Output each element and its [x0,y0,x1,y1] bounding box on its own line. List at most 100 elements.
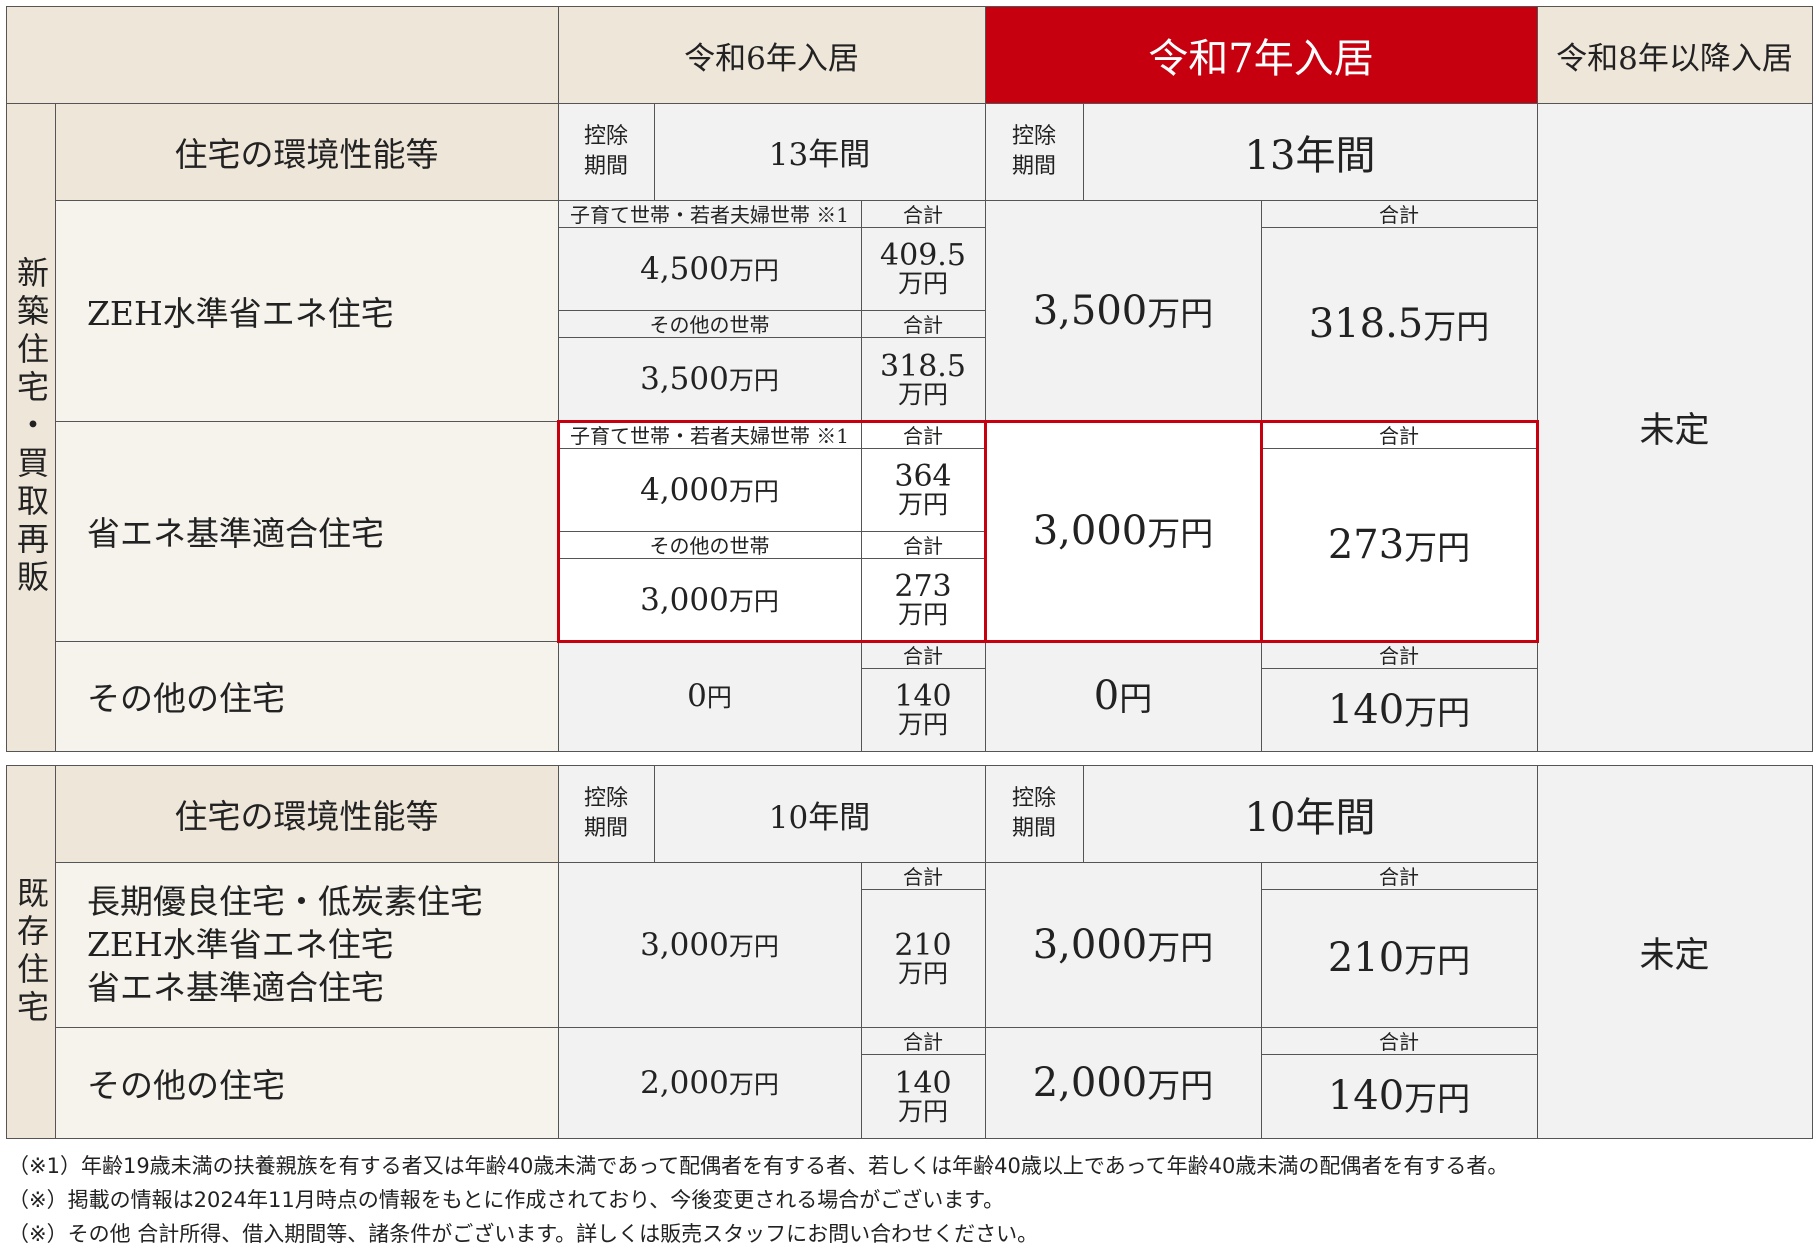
amount-number: 3,500 [1032,287,1148,334]
total-unit: 万円 [897,600,948,629]
total-number: 210 [894,927,952,963]
new-zeh-r7-total: 318.5 万円 [1261,227,1537,421]
new-zeh-r6-amount-1: 4,500 万円 [558,227,861,310]
new-r6-deduction-label: 控除期間 [583,123,628,179]
total-unit: 万円 [1423,307,1490,346]
existing-r7-deduction-label: 控除期間 [1011,786,1056,841]
new-shoene-r7-amount: 3,000 万円 [985,421,1261,641]
header-r6: 令和6年入居 [558,7,985,103]
footnote-1: （※1）年齢19歳未満の扶養親族を有する者又は年齢40歳未満であって配偶者を有す… [8,1154,1509,1178]
new-zeh-r6-group-kosodate: 子育て世帯・若者夫婦世帯 ※1 [558,200,861,227]
amount-number: 0 [687,678,707,714]
existing-side-label-cell: 既存住宅 [7,766,55,1138]
existing-r7-period: 10年間 [1083,766,1537,862]
existing-row-certified-line-1: 長期優良住宅・低炭素住宅 [87,882,483,921]
footnote-2: （※）掲載の情報は2024年11月時点の情報をもとに作成されており、今後変更され… [8,1188,1005,1212]
amount-unit: 万円 [728,1069,779,1099]
total-number: 273 [894,569,952,604]
new-perf-label: 住宅の環境性能等 [55,103,558,200]
new-r6-period: 13年間 [654,103,985,200]
total-number: 140 [894,1065,952,1101]
total-unit: 万円 [897,269,948,298]
total-number: 140 [1327,1073,1405,1119]
new-row-other-label: その他の住宅 [55,641,558,751]
existing-certified-r6-total: 210 万円 [861,889,985,1027]
amount-unit: 万円 [728,476,779,506]
total-unit: 万円 [1404,527,1471,567]
new-zeh-r6-total-label-1: 合計 [861,200,985,227]
new-shoene-r6-total-label-1: 合計 [861,421,985,448]
new-r7-deduction-label-cell: 控除期間 [985,103,1083,200]
amount-number: 3,000 [1032,508,1148,554]
new-r7-period: 13年間 [1083,103,1537,200]
existing-certified-r7-amount: 3,000 万円 [985,862,1261,1027]
new-shoene-r6-total-label-2: 合計 [861,531,985,558]
amount-unit: 円 [706,683,732,712]
total-unit: 万円 [897,1096,948,1126]
amount-number: 2,000 [1032,1059,1148,1106]
total-unit: 万円 [1404,1079,1471,1118]
new-zeh-r7-total-label: 合計 [1261,200,1537,227]
existing-other-r6-total: 140 万円 [861,1054,985,1138]
existing-perf-label: 住宅の環境性能等 [55,766,558,862]
existing-r6-deduction-label-cell: 控除期間 [558,766,654,862]
new-shoene-r6-total-2: 273 万円 [861,558,985,641]
existing-row-other-label: その他の住宅 [55,1027,558,1138]
new-zeh-r6-group-other: その他の世帯 [558,310,861,337]
existing-r6-deduction-label: 控除期間 [583,786,628,841]
existing-r8-undecided: 未定 [1537,766,1812,1138]
amount-number: 3,000 [640,926,729,963]
amount-unit: 万円 [1147,1065,1214,1105]
total-number: 364 [894,459,952,494]
amount-unit: 万円 [1147,293,1214,333]
new-shoene-r6-total-1: 364 万円 [861,448,985,531]
amount-unit: 万円 [1147,927,1214,967]
existing-certified-r6-total-label: 合計 [861,862,985,889]
existing-side-label: 既存住宅 [12,876,50,1028]
new-side-label: 新築住宅・買取再販 [12,256,50,598]
total-unit: 万円 [897,490,948,519]
existing-certified-r7-total-label: 合計 [1261,862,1537,889]
new-zeh-r6-total-2: 318.5 万円 [861,337,985,421]
existing-other-r6-amount: 2,000 万円 [558,1027,861,1138]
existing-other-r7-amount: 2,000 万円 [985,1027,1261,1138]
existing-other-r7-total: 140 万円 [1261,1054,1537,1138]
new-other-r7-total-label: 合計 [1261,641,1537,668]
new-side-label-cell: 新築住宅・買取再販 [7,103,55,751]
amount-number: 4,500 [640,250,729,287]
header-r7: 令和7年入居 [985,7,1537,103]
total-number: 273 [1327,521,1405,568]
amount-number: 2,000 [640,1064,729,1101]
total-number: 318.5 [1308,301,1424,347]
new-shoene-r7-total-label: 合計 [1261,421,1537,448]
new-shoene-r6-amount-2: 3,000 万円 [558,558,861,641]
new-other-r7-total: 140 万円 [1261,668,1537,751]
new-zeh-r6-total-1: 409.5 万円 [861,227,985,310]
total-number: 409.5 [880,238,966,273]
new-other-r6-total: 140 万円 [861,668,985,751]
total-number: 140 [894,679,952,714]
existing-other-r7-total-label: 合計 [1261,1027,1537,1054]
total-number: 318.5 [880,348,966,384]
new-zeh-r6-total-label-2: 合計 [861,310,985,337]
amount-number: 3,000 [1032,921,1148,968]
amount-number: 3,500 [640,361,729,397]
new-zeh-r7-amount: 3,500 万円 [985,200,1261,421]
total-number: 140 [1327,686,1405,733]
footnote-3: （※）その他 合計所得、借入期間等、諸条件がございます。詳しくは販売スタッフにお… [8,1222,1039,1246]
total-unit: 万円 [897,710,948,739]
new-shoene-r7-total: 273 万円 [1261,448,1537,641]
header-r8: 令和8年以降入居 [1537,7,1812,103]
amount-unit: 万円 [728,931,779,961]
amount-unit: 円 [1119,679,1153,718]
amount-unit: 万円 [728,366,779,395]
existing-certified-r7-total: 210 万円 [1261,889,1537,1027]
new-shoene-r6-group-other: その他の世帯 [558,531,861,558]
new-shoene-r6-amount-1: 4,000 万円 [558,448,861,531]
existing-r6-period: 10年間 [654,766,985,862]
new-r6-deduction-label-cell: 控除期間 [558,103,654,200]
new-shoene-r6-group-kosodate: 子育て世帯・若者夫婦世帯 ※1 [558,421,861,448]
new-zeh-r6-amount-2: 3,500 万円 [558,337,861,421]
